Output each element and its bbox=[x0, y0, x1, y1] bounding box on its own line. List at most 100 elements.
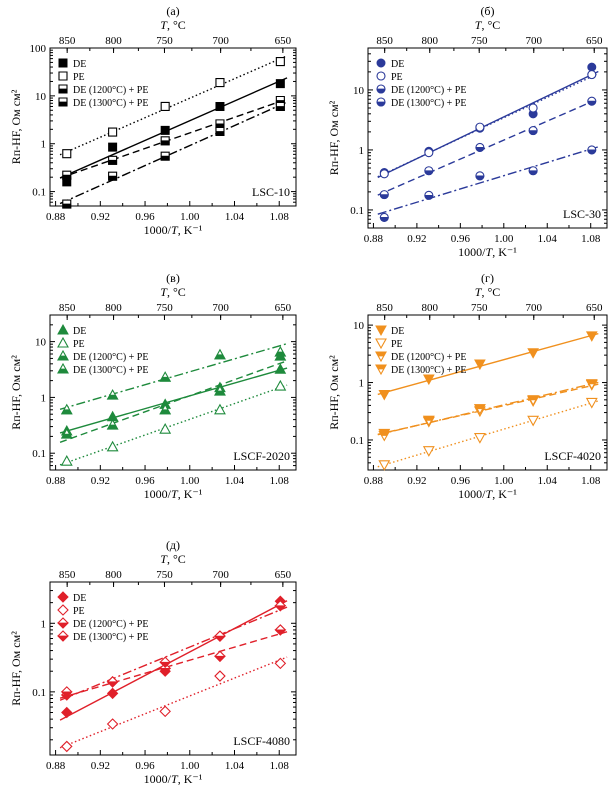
data-point-fill bbox=[378, 431, 391, 436]
x-tick-label: 0.92 bbox=[91, 211, 110, 223]
x-tick-label: 1.00 bbox=[494, 233, 514, 245]
legend-label: DE (1200°C) + PE bbox=[73, 352, 148, 363]
data-point-fill bbox=[106, 394, 119, 400]
fit-line bbox=[59, 600, 288, 721]
data-point bbox=[60, 686, 73, 698]
series-1 bbox=[377, 331, 599, 401]
legend-marker bbox=[57, 630, 69, 642]
panel-letter: (в) bbox=[166, 271, 180, 285]
panel-letter: (д) bbox=[166, 538, 180, 552]
data-point bbox=[215, 126, 225, 137]
data-point bbox=[60, 403, 73, 415]
data-point bbox=[60, 455, 73, 466]
data-point bbox=[106, 440, 119, 452]
x-tick-label: 1.08 bbox=[270, 760, 290, 772]
legend-marker bbox=[57, 362, 69, 374]
x-tick-label: 1.04 bbox=[538, 233, 558, 245]
sample-label: LSCF-2020 bbox=[233, 449, 290, 463]
panel-letter: (б) bbox=[480, 4, 494, 18]
top-tick-label: 650 bbox=[586, 302, 603, 314]
legend-marker-fill bbox=[376, 88, 386, 94]
legend-label: DE (1300°C) + PE bbox=[73, 632, 148, 643]
data-point bbox=[274, 345, 287, 357]
plot-frame bbox=[367, 47, 608, 229]
x-tick-label: 1.08 bbox=[581, 233, 601, 245]
plot-frame bbox=[49, 581, 297, 756]
top-tick-label: 850 bbox=[59, 35, 76, 47]
fit-line bbox=[59, 367, 288, 434]
sample-label: LSC-30 bbox=[563, 207, 601, 221]
data-point bbox=[379, 212, 389, 222]
x-tick-label: 0.88 bbox=[46, 211, 66, 223]
data-point bbox=[378, 430, 391, 442]
x-axis-label: 1000/T, K⁻¹ bbox=[144, 772, 203, 786]
y-tick-label: 10 bbox=[353, 320, 365, 332]
data-point-fill bbox=[213, 655, 226, 662]
data-point bbox=[108, 155, 118, 165]
legend-label: DE (1300°C) + PE bbox=[73, 365, 148, 376]
legend-marker-fill bbox=[57, 355, 69, 361]
panel-letter: (г) bbox=[481, 271, 494, 285]
data-point bbox=[159, 403, 172, 415]
panel-letter: (а) bbox=[166, 4, 179, 18]
data-point bbox=[379, 169, 389, 179]
data-point-fill bbox=[274, 629, 287, 636]
top-tick-label: 700 bbox=[526, 35, 543, 47]
legend-label: PE bbox=[73, 339, 85, 350]
legend-label: DE bbox=[73, 593, 86, 604]
sample-label: LSCF-4020 bbox=[544, 449, 601, 463]
fit-line bbox=[59, 55, 288, 156]
top-axis-label: T, °C bbox=[160, 18, 186, 32]
fit-line bbox=[59, 631, 288, 699]
data-point-fill bbox=[160, 155, 170, 161]
legend-marker bbox=[57, 617, 69, 629]
y-tick-label: 0.1 bbox=[32, 687, 46, 699]
data-point bbox=[215, 119, 225, 129]
data-point-fill bbox=[424, 170, 434, 176]
data-point bbox=[159, 656, 172, 669]
x-tick-label: 1.00 bbox=[180, 475, 200, 487]
top-tick-label: 700 bbox=[212, 569, 229, 581]
x-tick-label: 0.88 bbox=[46, 475, 66, 487]
legend-marker bbox=[58, 71, 68, 81]
data-point bbox=[528, 126, 538, 136]
x-tick-label: 0.88 bbox=[46, 760, 66, 772]
data-point bbox=[587, 96, 597, 106]
data-point-fill bbox=[108, 159, 118, 165]
series-1 bbox=[59, 595, 288, 721]
data-point bbox=[214, 670, 226, 682]
legend-marker bbox=[58, 84, 68, 94]
data-point bbox=[378, 389, 391, 401]
top-tick-label: 750 bbox=[156, 35, 173, 47]
legend-label: DE (1200°C) + PE bbox=[391, 352, 466, 363]
top-tick-label: 750 bbox=[471, 302, 488, 314]
legend-marker bbox=[376, 71, 386, 81]
data-point bbox=[159, 662, 172, 675]
y-axis-label: Rп-HF, Ом см² bbox=[9, 631, 23, 706]
data-point-fill bbox=[159, 661, 172, 668]
data-point bbox=[108, 171, 118, 181]
data-point bbox=[274, 600, 287, 612]
legend-marker bbox=[58, 97, 68, 107]
y-tick-label: 1 bbox=[41, 618, 47, 630]
data-point bbox=[275, 57, 285, 67]
x-tick-label: 0.96 bbox=[135, 760, 155, 772]
legend-label: DE (1300°C) + PE bbox=[73, 98, 148, 109]
data-point bbox=[60, 427, 73, 439]
data-point bbox=[62, 199, 72, 209]
legend-label: PE bbox=[73, 606, 85, 617]
series-2 bbox=[377, 397, 599, 471]
legend-marker bbox=[57, 349, 69, 361]
series-3 bbox=[59, 349, 288, 443]
series-3 bbox=[377, 96, 599, 200]
data-point-fill bbox=[528, 130, 538, 135]
data-point bbox=[214, 384, 226, 396]
data-point bbox=[159, 423, 172, 434]
y-axis-label: Rп-HF, Ом см² bbox=[327, 100, 341, 175]
legend-label: DE bbox=[391, 326, 404, 337]
data-point-fill bbox=[528, 170, 538, 176]
data-point-fill bbox=[274, 605, 287, 612]
data-point bbox=[274, 624, 287, 636]
data-point bbox=[527, 415, 540, 427]
data-point-fill bbox=[587, 100, 597, 106]
